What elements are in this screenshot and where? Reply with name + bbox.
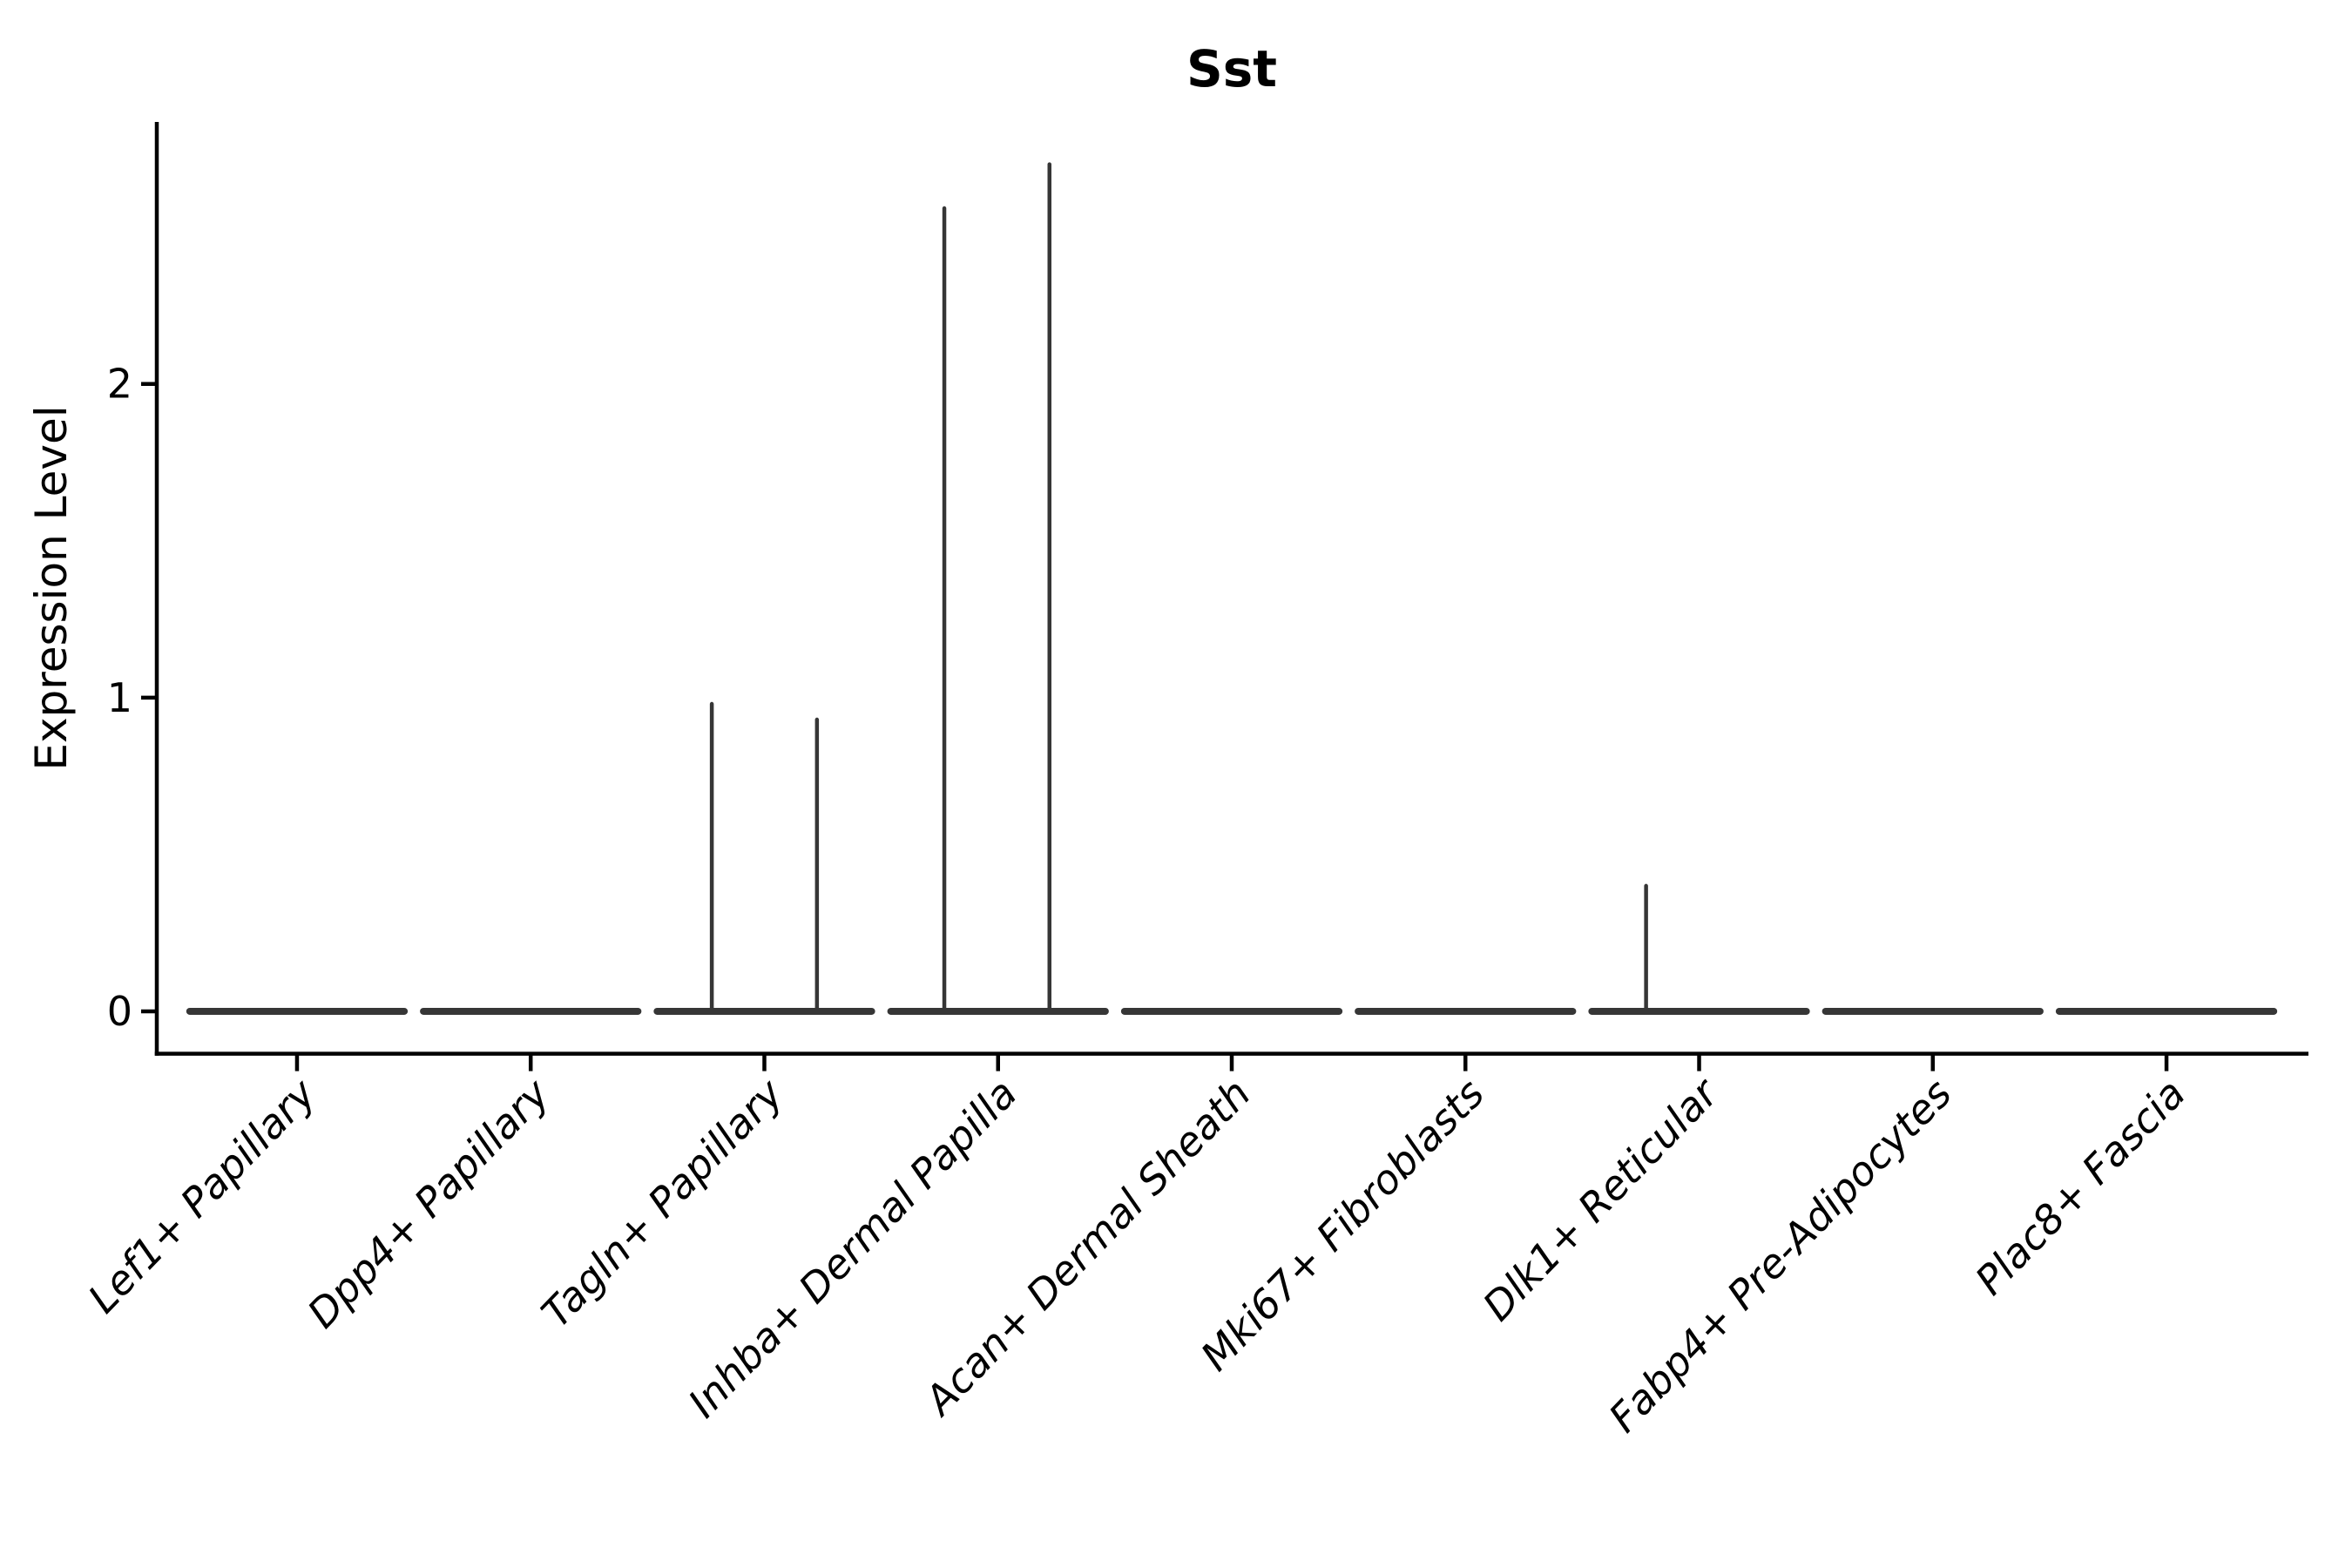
page-title: Sst xyxy=(1186,39,1277,98)
x-tick-label: Dpp4+ Papillary xyxy=(298,1070,558,1337)
y-tick-label: 2 xyxy=(107,361,132,408)
x-tick-label: Plac8+ Fascia xyxy=(1966,1070,2194,1304)
x-tick-label: Dlk1+ Reticular xyxy=(1474,1068,1729,1330)
y-tick-label: 1 xyxy=(107,674,132,721)
y-tick-label: 0 xyxy=(107,988,132,1035)
x-tick-label: Lef1+ Papillary xyxy=(79,1070,326,1322)
x-tick-label: Tagln+ Papillary xyxy=(532,1070,793,1337)
y-axis-label: Expression Level xyxy=(26,405,77,770)
